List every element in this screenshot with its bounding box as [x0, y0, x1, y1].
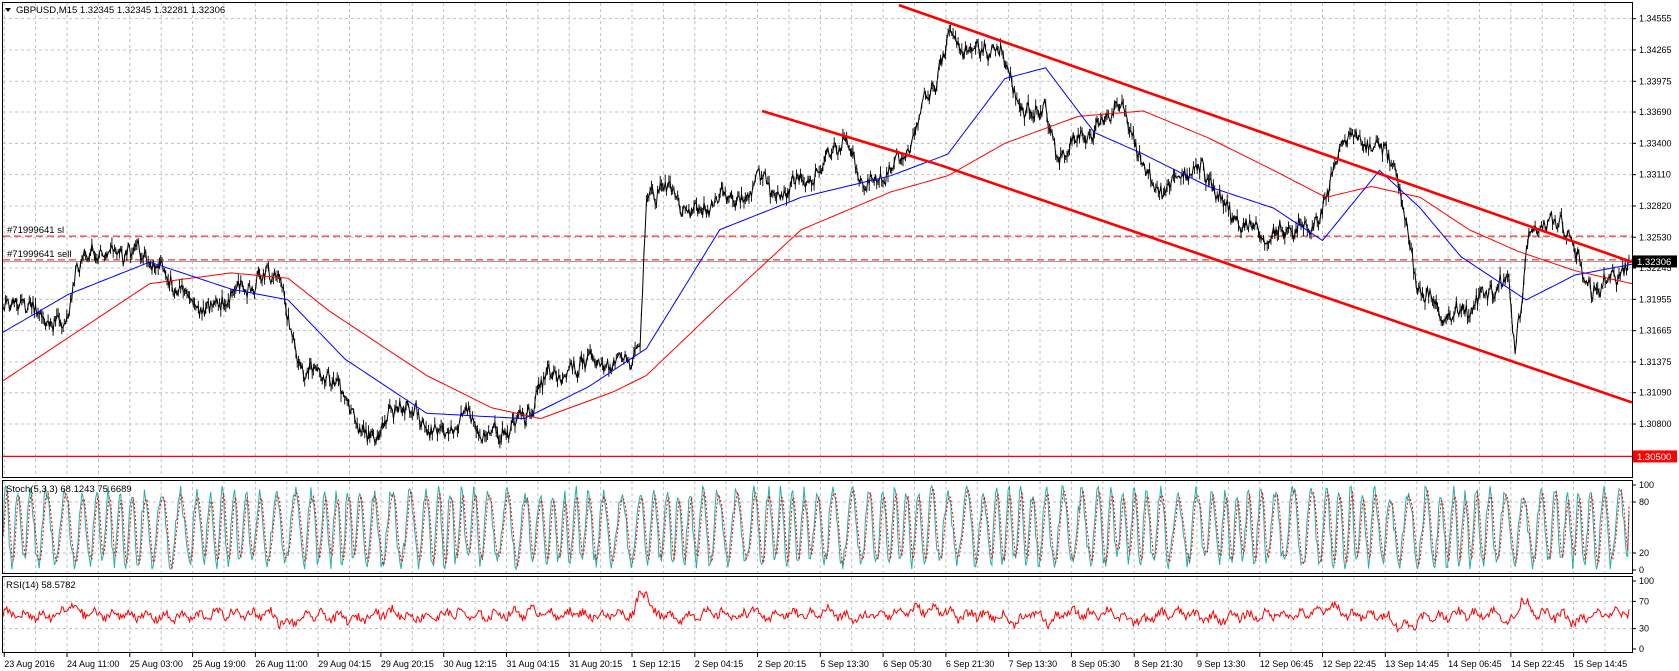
price-tick-label: 1.30800 — [1639, 419, 1672, 429]
time-tick-label: 25 Aug 19:00 — [193, 659, 246, 669]
time-tick-label: 12 Sep 22:45 — [1323, 659, 1377, 669]
symbol-line: GBPUSD,M15 1.32345 1.32345 1.32281 1.323… — [16, 5, 225, 16]
time-tick-label: 2 Sep 04:15 — [695, 659, 744, 669]
main-pane-border — [2, 2, 1633, 478]
channel-lower-line[interactable] — [939, 163, 1633, 404]
time-tick-label: 14 Sep 22:45 — [1511, 659, 1565, 669]
oscillator-tick-label: 80 — [1639, 497, 1649, 507]
price-tick-label: 1.31955 — [1639, 294, 1672, 304]
current-price-tag-box — [1633, 255, 1677, 268]
time-tick-label: 8 Sep 05:30 — [1071, 659, 1120, 669]
stochastic-label: Stoch(5,3,3) 68.1243 75.6689 — [6, 484, 132, 495]
time-tick-label: 23 Aug 2016 — [4, 659, 55, 669]
time-tick-label: 12 Sep 06:45 — [1260, 659, 1314, 669]
price-tick-label: 1.32245 — [1639, 263, 1672, 273]
time-tick-label: 24 Aug 11:00 — [67, 659, 119, 669]
time-tick-label: 30 Aug 12:15 — [444, 659, 497, 669]
rsi-axis: 100 70 30 0 — [1632, 576, 1654, 654]
channel-upper-line[interactable] — [898, 3, 1633, 264]
time-tick-label: 26 Aug 11:00 — [255, 659, 307, 669]
order-label: #71999641 sl — [7, 225, 64, 236]
fast-moving-average — [2, 67, 1633, 420]
current-price-tag: 1.32306 — [1637, 257, 1671, 268]
stochastic-signal-line — [2, 487, 1630, 570]
price-axis: 1.34555 1.34265 1.33975 1.33690 1.33400 1.331… — [1632, 14, 1672, 429]
price-tick-label: 1.31375 — [1639, 357, 1672, 367]
main-grid — [3, 3, 1632, 478]
oscillator-tick-label: 0 — [1639, 644, 1644, 654]
price-tick-label: 1.33110 — [1639, 170, 1671, 180]
time-tick-label: 6 Sep 21:30 — [946, 659, 995, 669]
main-price-pane[interactable]: #71999641 sl #71999641 sell 1.34555 1.3426… — [2, 2, 1678, 479]
rsi-pane-border — [2, 576, 1633, 653]
time-tick-label: 29 Aug 04:15 — [318, 659, 371, 669]
time-tick-label: 29 Aug 20:15 — [381, 659, 434, 669]
chevron-down-icon[interactable] — [5, 8, 11, 12]
level-price-tag-box — [1633, 450, 1677, 463]
price-tick-label: 1.31665 — [1639, 326, 1672, 336]
chart-header: GBPUSD,M15 1.32345 1.32345 1.32281 1.323… — [5, 5, 225, 16]
time-tick-label: 9 Sep 13:30 — [1197, 659, 1246, 669]
time-tick-label: 5 Sep 13:30 — [820, 659, 869, 669]
time-tick-label: 31 Aug 04:15 — [506, 659, 559, 669]
slow-moving-average — [2, 110, 1633, 420]
price-tick-label: 1.32820 — [1639, 201, 1672, 211]
oscillator-tick-label: 70 — [1639, 596, 1649, 606]
price-tick-label: 1.33400 — [1639, 138, 1672, 148]
trend-channel[interactable] — [761, 3, 1633, 404]
rsi-grid — [3, 577, 1632, 653]
price-tick-label: 1.34265 — [1639, 45, 1672, 55]
time-tick-label: 2 Sep 20:15 — [758, 659, 807, 669]
price-tick-label: 1.33690 — [1639, 107, 1672, 117]
stochastic-main-line — [2, 484, 1630, 571]
price-tick-label: 1.32530 — [1639, 232, 1672, 242]
stochastic-pane[interactable]: 100 80 20 0 Stoch(5,3,3) 68.1243 75.6689 — [2, 480, 1655, 575]
oscillator-tick-label: 20 — [1639, 548, 1649, 558]
price-tick-label: 1.31090 — [1639, 388, 1672, 398]
oscillator-tick-label: 100 — [1639, 480, 1654, 490]
time-tick-label: 31 Aug 20:15 — [569, 659, 622, 669]
time-tick-label: 15 Sep 14:45 — [1574, 659, 1628, 669]
rsi-label: RSI(14) 58.5782 — [6, 580, 76, 591]
rsi-pane[interactable]: 100 70 30 0 RSI(14) 58.5782 — [2, 576, 1655, 654]
price-close-line — [2, 30, 1630, 445]
oscillator-tick-label: 30 — [1639, 624, 1649, 634]
time-tick-label: 1 Sep 12:15 — [632, 659, 681, 669]
price-tags: 1.32306 1.30500 — [1633, 255, 1677, 463]
time-tick-label: 25 Aug 03:00 — [130, 659, 183, 669]
price-tick-label: 1.33975 — [1639, 76, 1672, 86]
order-lines: #71999641 sl #71999641 sell — [3, 225, 1632, 458]
oscillator-tick-label: 0 — [1639, 565, 1644, 575]
channel-mid-line[interactable] — [761, 109, 941, 167]
stochastic-pane-border — [2, 480, 1633, 574]
time-tick-label: 7 Sep 13:30 — [1009, 659, 1058, 669]
oscillator-tick-label: 100 — [1639, 576, 1654, 586]
time-tick-label: 13 Sep 14:45 — [1385, 659, 1439, 669]
time-axis: 23 Aug 2016 24 Aug 11:00 25 Aug 03:00 25 Au… — [3, 653, 1628, 669]
level-price-tag: 1.30500 — [1637, 452, 1671, 463]
price-tick-label: 1.34555 — [1639, 14, 1672, 24]
stochastic-series — [2, 484, 1630, 571]
order-label: #71999641 sell — [7, 249, 71, 260]
stochastic-axis: 100 80 20 0 — [1632, 480, 1654, 575]
time-tick-label: 8 Sep 21:30 — [1134, 659, 1183, 669]
rsi-line — [2, 590, 1630, 634]
time-tick-label: 14 Sep 06:45 — [1448, 659, 1502, 669]
time-tick-label: 6 Sep 05:30 — [883, 659, 932, 669]
rsi-series — [2, 590, 1630, 634]
